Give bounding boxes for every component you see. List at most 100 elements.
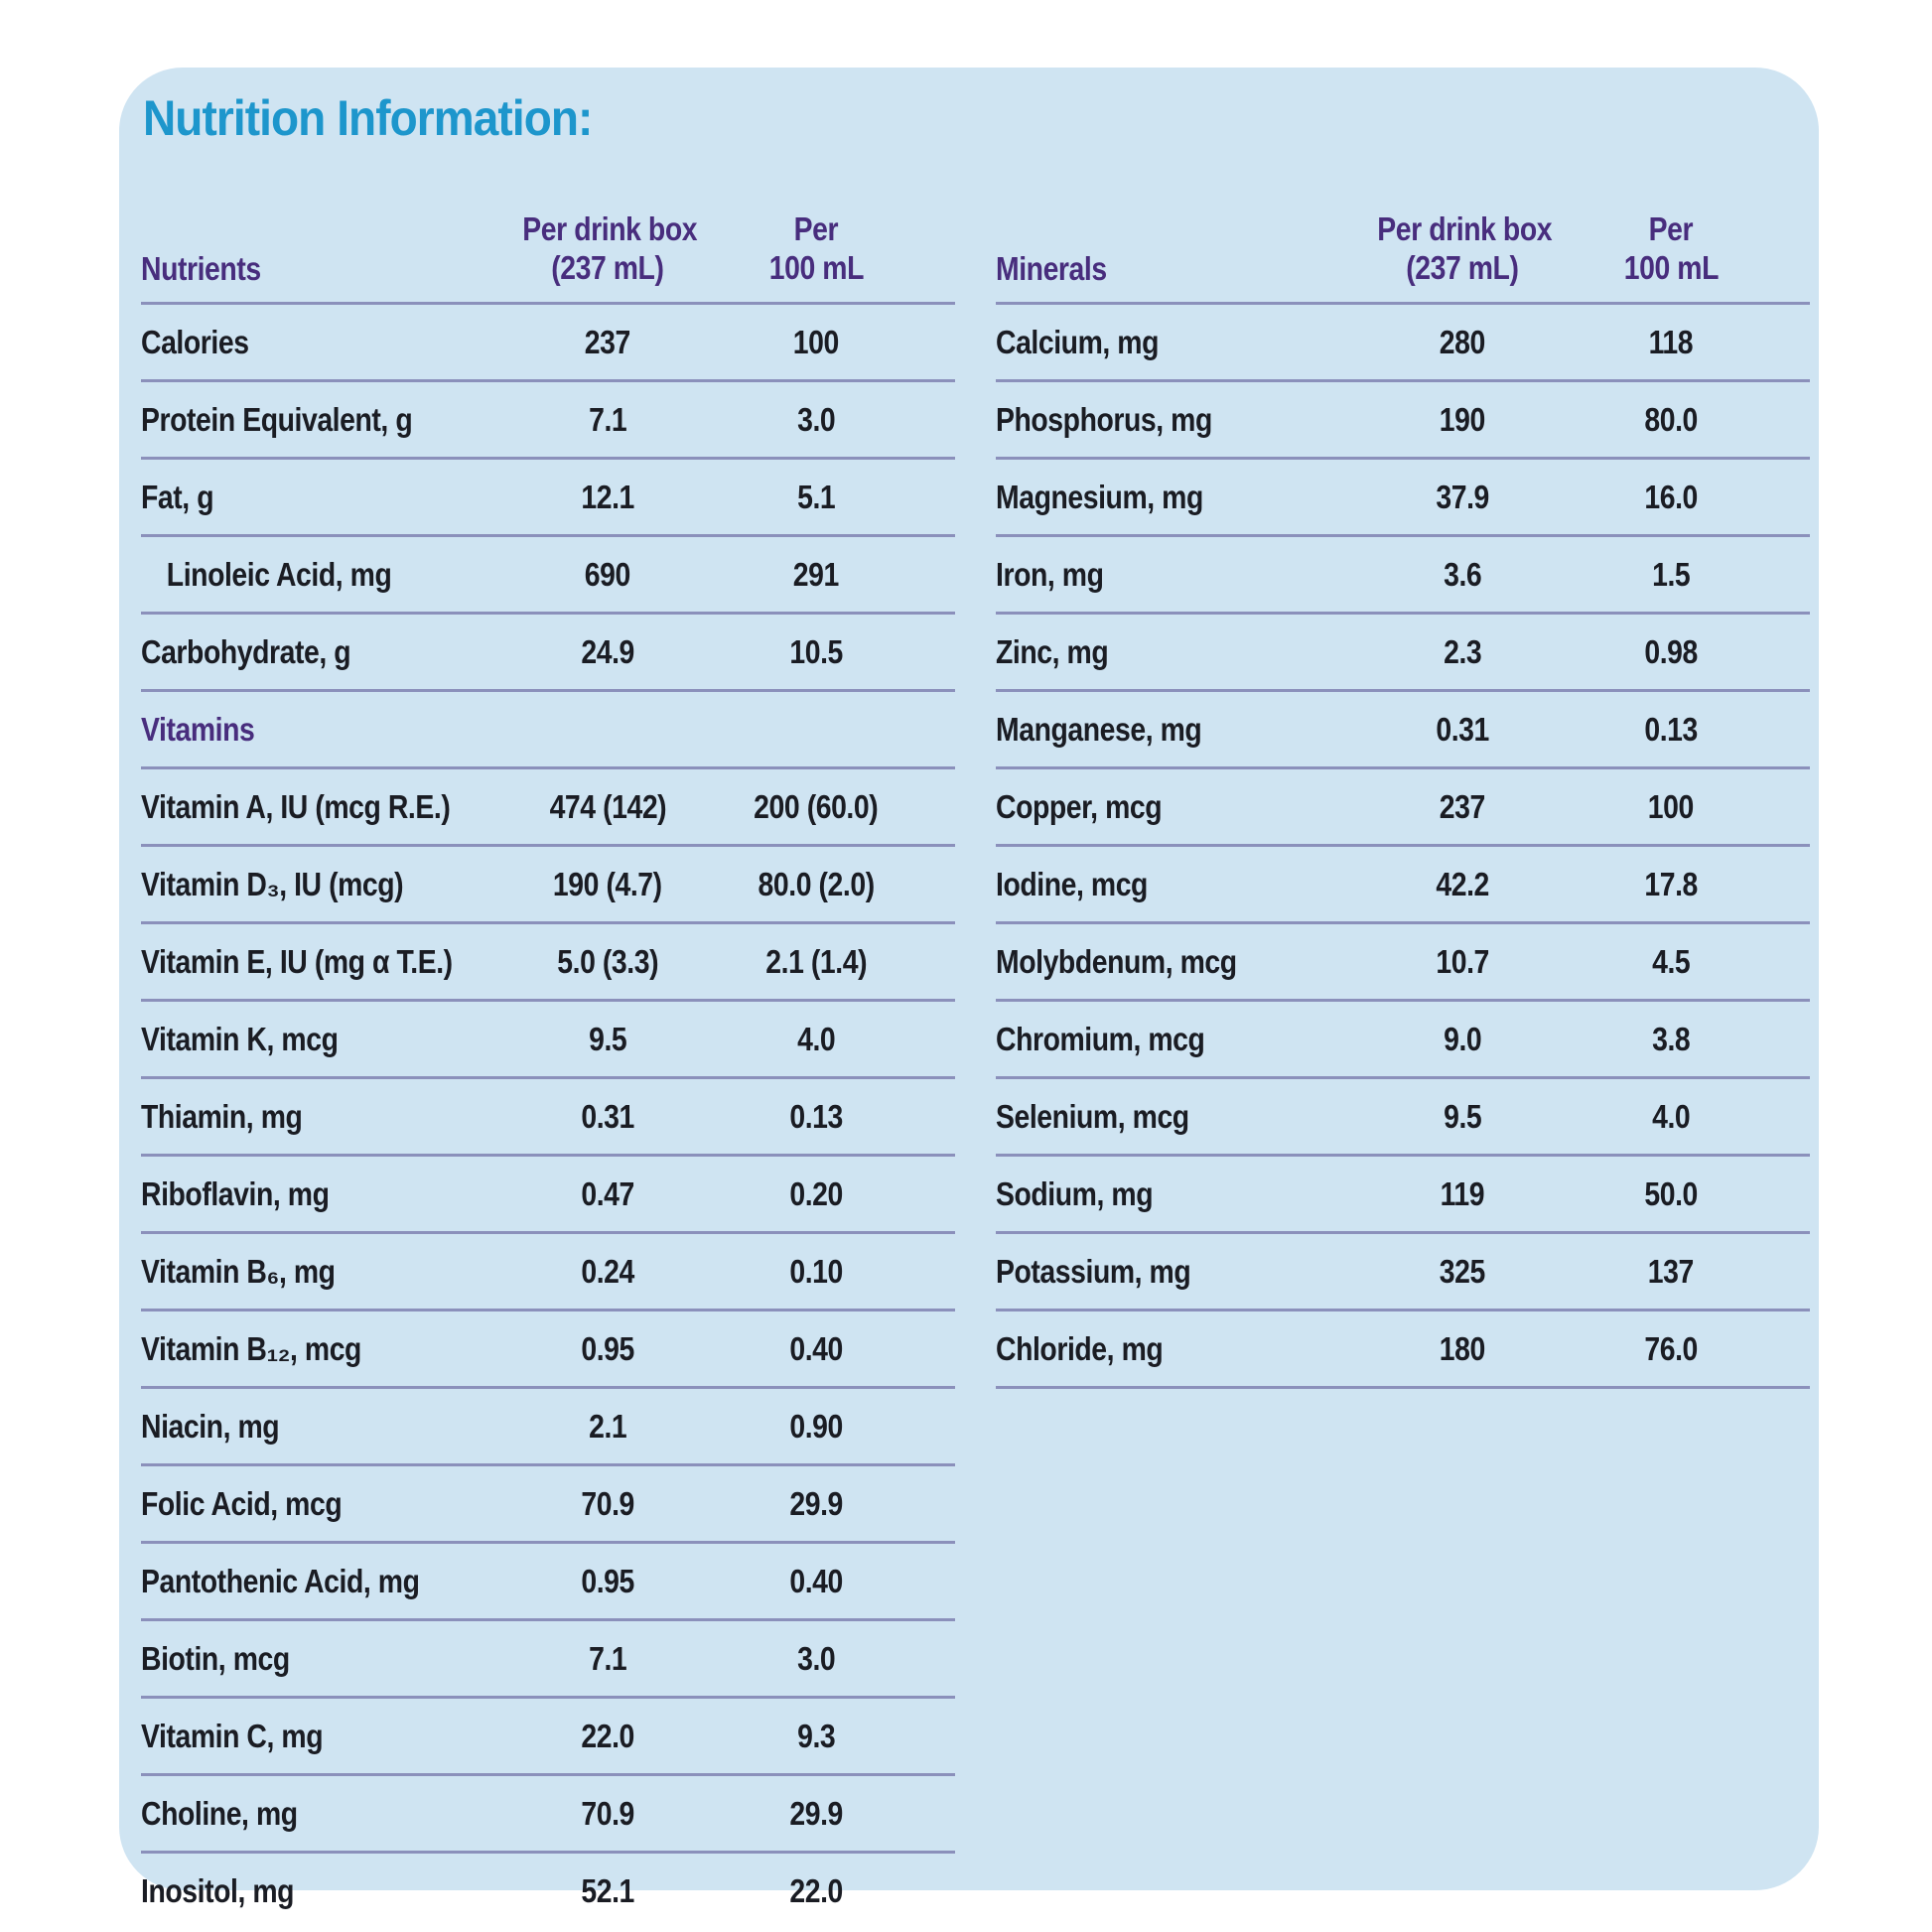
value-per-100ml: 76.0 [1562, 1310, 1810, 1389]
nutrient-label: Linoleic Acid, mg [141, 535, 508, 615]
table-row: Vitamin B₁₂, mcg 0.95 0.40 [141, 1310, 955, 1389]
value-per-100ml: 17.8 [1562, 845, 1810, 924]
table-row: Vitamin B₆, mg 0.24 0.10 [141, 1232, 955, 1311]
value-per-100ml: 100 [707, 303, 955, 382]
nutrient-label: Calories [141, 303, 508, 382]
value-per-100ml: 0.20 [707, 1155, 955, 1234]
nutrient-label: Vitamin A, IU (mcg R.E.) [141, 767, 508, 847]
table-row: Iodine, mcg 42.2 17.8 [996, 845, 1810, 924]
table-header-row: Nutrients Per drink box (237 mL) Per 100 m… [141, 159, 955, 305]
table-row: Copper, mcg 237 100 [996, 767, 1810, 847]
value-per-box: 9.5 [1363, 1077, 1562, 1157]
value-per-box: 22.0 [508, 1697, 707, 1776]
table-row: Fat, g 12.1 5.1 [141, 458, 955, 537]
table-row: Phosphorus, mg 190 80.0 [996, 380, 1810, 460]
tables-container: Nutrients Per drink box (237 mL) Per 100 m… [141, 159, 1810, 1928]
table-row: Inositol, mg 52.1 22.0 [141, 1853, 955, 1929]
value-per-box: 0.31 [508, 1077, 707, 1157]
value-per-100ml: 0.13 [1562, 690, 1810, 769]
value-per-box: 10.7 [1363, 922, 1562, 1002]
table-row: Calories 237 100 [141, 303, 955, 382]
mineral-label: Zinc, mg [996, 613, 1363, 692]
value-per-box: 12.1 [508, 458, 707, 537]
value-per-100ml: 10.5 [707, 613, 955, 692]
value-per-100ml: 4.5 [1562, 922, 1810, 1002]
value-per-box: 37.9 [1363, 458, 1562, 537]
column-header-per-100ml: Per 100 mL [1562, 159, 1810, 305]
table-row: Vitamin C, mg 22.0 9.3 [141, 1697, 955, 1776]
table-row: Linoleic Acid, mg 690 291 [141, 535, 955, 615]
value-per-100ml: 0.98 [1562, 613, 1810, 692]
table-row: Niacin, mg 2.1 0.90 [141, 1387, 955, 1466]
column-header-per-drink-box: Per drink box (237 mL) [508, 159, 707, 305]
table-row: Vitamin K, mcg 9.5 4.0 [141, 1000, 955, 1079]
table-row: Riboflavin, mg 0.47 0.20 [141, 1155, 955, 1234]
table-row: Protein Equivalent, g 7.1 3.0 [141, 380, 955, 460]
value-per-100ml: 3.0 [707, 380, 955, 460]
nutrients-table: Nutrients Per drink box (237 mL) Per 100 m… [141, 159, 955, 1928]
column-header-per-100ml: Per 100 mL [707, 159, 955, 305]
mineral-label: Chloride, mg [996, 1310, 1363, 1389]
mineral-label: Copper, mcg [996, 767, 1363, 847]
value-per-box: 0.95 [508, 1310, 707, 1389]
mineral-label: Potassium, mg [996, 1232, 1363, 1311]
nutrient-label: Vitamin K, mcg [141, 1000, 508, 1079]
value-per-100ml: 0.10 [707, 1232, 955, 1311]
value-per-100ml: 200 (60.0) [707, 767, 955, 847]
value-per-100ml: 3.8 [1562, 1000, 1810, 1079]
value-per-100ml: 137 [1562, 1232, 1810, 1311]
table-row: Chromium, mcg 9.0 3.8 [996, 1000, 1810, 1079]
value-per-100ml: 3.0 [707, 1619, 955, 1699]
value-per-100ml: 0.13 [707, 1077, 955, 1157]
nutrient-label: Inositol, mg [141, 1871, 295, 1909]
table-row: Magnesium, mg 37.9 16.0 [996, 458, 1810, 537]
value-per-box: 474 (142) [508, 767, 707, 847]
table-row: Vitamin E, IU (mg α T.E.) 5.0 (3.3) 2.1 … [141, 922, 955, 1002]
mineral-label: Manganese, mg [996, 690, 1363, 769]
column-header-nutrients: Nutrients [141, 159, 508, 305]
column-header-per-drink-box: Per drink box (237 mL) [1363, 159, 1562, 305]
value-per-box: 119 [1363, 1155, 1562, 1234]
table-row: Manganese, mg 0.31 0.13 [996, 690, 1810, 769]
value-per-100ml: 291 [707, 535, 955, 615]
value-per-box: 0.24 [508, 1232, 707, 1311]
value-per-box: 2.3 [1363, 613, 1562, 692]
value-per-box: 280 [1363, 303, 1562, 382]
nutrient-label: Protein Equivalent, g [141, 380, 508, 460]
table-row: Biotin, mcg 7.1 3.0 [141, 1619, 955, 1699]
mineral-label: Sodium, mg [996, 1155, 1363, 1234]
nutrient-label: Choline, mg [141, 1774, 508, 1854]
value-per-box: 690 [508, 535, 707, 615]
value-per-box: 0.95 [508, 1542, 707, 1621]
table-row: Carbohydrate, g 24.9 10.5 [141, 613, 955, 692]
value-per-100ml: 22.0 [789, 1871, 843, 1909]
mineral-label: Selenium, mcg [996, 1077, 1363, 1157]
nutrient-label: Fat, g [141, 458, 508, 537]
value-per-box: 5.0 (3.3) [508, 922, 707, 1002]
nutrition-card: Nutrition Information: Nutrients Per dri… [119, 68, 1819, 1909]
value-per-box: 7.1 [508, 380, 707, 460]
value-per-box: 70.9 [508, 1464, 707, 1544]
value-per-box: 325 [1363, 1232, 1562, 1311]
table-row: Vitamin D₃, IU (mcg) 190 (4.7) 80.0 (2.0… [141, 845, 955, 924]
mineral-label: Iron, mg [996, 535, 1363, 615]
page-title: Nutrition Information: [143, 90, 593, 146]
value-per-box: 190 [1363, 380, 1562, 460]
value-per-box: 237 [508, 303, 707, 382]
mineral-label: Phosphorus, mg [996, 380, 1363, 460]
mineral-label: Magnesium, mg [996, 458, 1363, 537]
table-row: Zinc, mg 2.3 0.98 [996, 613, 1810, 692]
mineral-label: Calcium, mg [996, 303, 1363, 382]
mineral-label: Molybdenum, mcg [996, 922, 1363, 1002]
value-per-100ml: 4.0 [1562, 1077, 1810, 1157]
table-header-row: Minerals Per drink box (237 mL) Per 100 mL [996, 159, 1810, 305]
value-per-100ml: 118 [1562, 303, 1810, 382]
table-row: Selenium, mcg 9.5 4.0 [996, 1077, 1810, 1157]
table-row: Chloride, mg 180 76.0 [996, 1310, 1810, 1389]
value-per-box: 9.0 [1363, 1000, 1562, 1079]
table-row: Iron, mg 3.6 1.5 [996, 535, 1810, 615]
value-per-100ml: 16.0 [1562, 458, 1810, 537]
value-per-box: 70.9 [508, 1774, 707, 1854]
value-per-box: 2.1 [508, 1387, 707, 1466]
